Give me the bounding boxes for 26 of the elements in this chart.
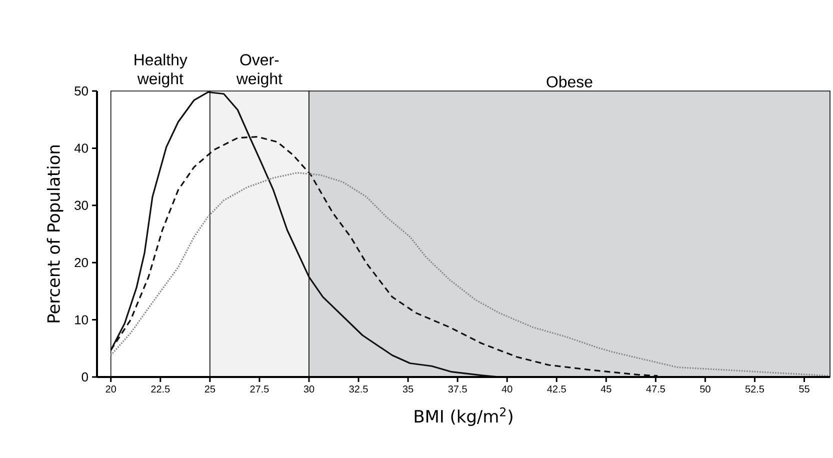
x-tick-label: 47.5 — [646, 385, 665, 392]
x-tick-label: 40 — [502, 386, 512, 393]
y-tick-label: 20 — [74, 258, 88, 268]
x-tick-label: 45 — [600, 385, 612, 392]
band-label: Healthy weight — [134, 54, 188, 88]
x-tick-label: 25 — [204, 386, 216, 393]
y-tick-label: 30 — [74, 200, 88, 210]
x-axis-title: BMI (kg/m$^{2}$) — [414, 407, 512, 426]
x-tick-label: 52.5 — [745, 386, 764, 393]
y-axis-title: Percent of Population — [46, 146, 64, 322]
y-tick-label: 50 — [74, 86, 88, 96]
x-tick-label: 55 — [799, 385, 810, 392]
x-tick-label: 32.5 — [349, 386, 368, 393]
x-tick-label: 37.5 — [448, 386, 467, 393]
x-tick-label: 35 — [402, 386, 414, 393]
y-tick-label: 0 — [82, 372, 88, 382]
x-tick-label: 22.5 — [151, 386, 170, 393]
y-tick-label: 10 — [75, 315, 88, 324]
band-label: Over-weight — [236, 54, 282, 88]
y-tick-label: 40 — [74, 144, 88, 153]
band-label: Obese — [546, 76, 592, 88]
x-tick-label: 30 — [304, 386, 314, 393]
x-tick-label: 20 — [106, 386, 116, 393]
x-tick-label: 50 — [700, 386, 710, 393]
x-tick-label: 27.5 — [250, 386, 269, 393]
x-tick-label: 42.5 — [547, 386, 566, 393]
